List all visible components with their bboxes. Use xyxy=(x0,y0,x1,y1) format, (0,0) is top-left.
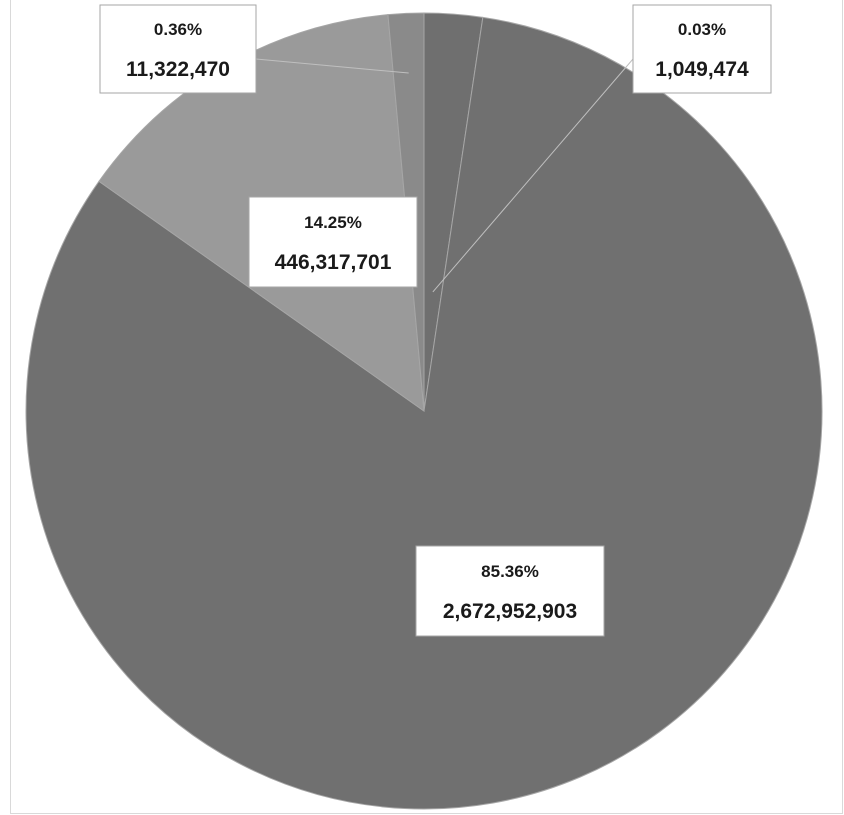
data-label-value-2: 2,672,952,903 xyxy=(443,600,577,623)
data-label-1: 0.03% 1,049,474 xyxy=(632,4,772,94)
data-label-percent-1: 0.03% xyxy=(678,20,726,39)
data-label-percent-3: 14.25% xyxy=(304,213,362,232)
data-labels: 0.03% 1,049,474 85.36% 2,672,952,903 14.25% 4… xyxy=(99,4,772,637)
leader-line-4 xyxy=(255,58,409,74)
data-label-value-1: 1,049,474 xyxy=(655,58,749,81)
data-label-value-3: 446,317,701 xyxy=(275,251,392,274)
data-label-box-3 xyxy=(248,196,418,288)
leader-lines xyxy=(255,58,634,293)
data-label-box-2 xyxy=(415,545,605,637)
pie-slice-2 xyxy=(25,16,823,810)
data-label-4: 0.36% 11,322,470 xyxy=(99,4,257,94)
data-label-2: 85.36% 2,672,952,903 xyxy=(415,545,605,637)
data-label-3: 14.25% 446,317,701 xyxy=(248,196,418,288)
data-label-value-4: 11,322,470 xyxy=(126,58,230,81)
data-label-box-1 xyxy=(632,4,772,94)
pie-slices xyxy=(25,12,823,810)
leader-line-1 xyxy=(432,58,634,293)
data-label-percent-2: 85.36% xyxy=(481,562,539,581)
data-label-percent-4: 0.36% xyxy=(154,20,202,39)
data-label-box-4 xyxy=(99,4,257,94)
